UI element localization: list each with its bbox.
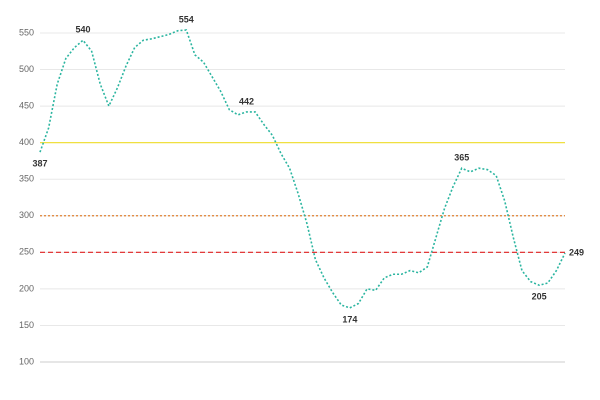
value-label: 540 bbox=[76, 25, 91, 35]
value-label: 365 bbox=[454, 153, 469, 163]
value-label: 554 bbox=[179, 14, 194, 24]
y-tick-label: 500 bbox=[19, 64, 34, 74]
y-tick-label: 400 bbox=[19, 137, 34, 147]
line bbox=[39, 29, 566, 309]
y-tick-label: 350 bbox=[19, 174, 34, 184]
value-label: 249 bbox=[569, 247, 584, 257]
y-tick-label: 450 bbox=[19, 100, 34, 110]
y-tick-label: 250 bbox=[19, 247, 34, 257]
y-tick-label: 100 bbox=[19, 356, 34, 366]
value-label: 205 bbox=[532, 292, 547, 302]
value-label: 174 bbox=[342, 314, 357, 324]
y-tick-label: 200 bbox=[19, 283, 34, 293]
y-tick-label: 150 bbox=[19, 320, 34, 330]
y-tick-label: 300 bbox=[19, 210, 34, 220]
y-tick-label: 550 bbox=[19, 27, 34, 37]
value-label: 442 bbox=[239, 96, 254, 106]
value-label: 387 bbox=[32, 159, 47, 169]
